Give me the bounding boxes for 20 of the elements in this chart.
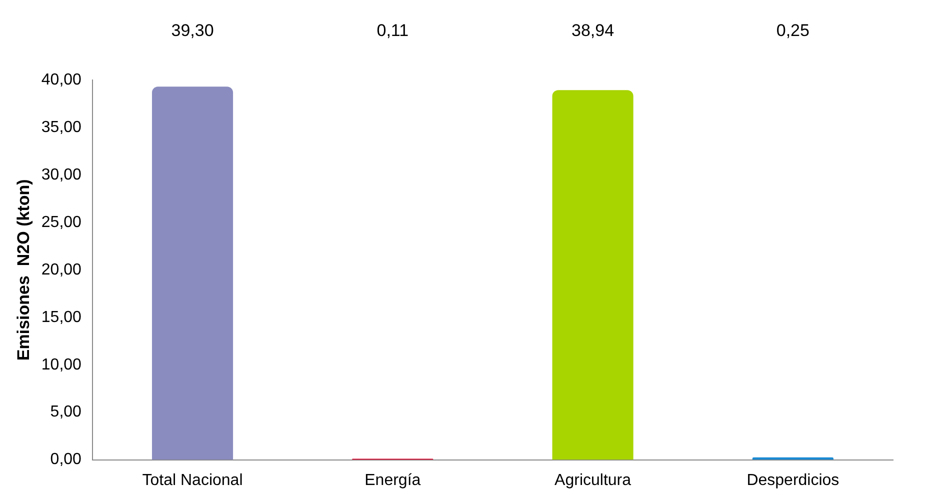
y-tick-label: 20,00	[41, 261, 82, 278]
bar	[152, 86, 234, 460]
y-tick-label: 40,00	[41, 71, 82, 88]
x-tick-label: Agricultura	[554, 472, 632, 489]
bar	[552, 90, 634, 460]
y-tick-label: 30,00	[41, 166, 82, 184]
y-tick-label: 25,00	[41, 214, 82, 231]
y-tick-label: 10,00	[41, 356, 82, 374]
y-axis-title: Emisiones N2O (kton)	[14, 179, 33, 361]
y-tick-label: 15,00	[41, 308, 82, 326]
data-label: 39,30	[171, 21, 214, 40]
y-tick-label: 0,00	[50, 451, 82, 468]
x-tick-label: Desperdicios	[746, 472, 840, 489]
x-tick-label: Energía	[364, 472, 421, 489]
x-tick-label: Total Nacional	[142, 472, 243, 489]
data-label: 0,11	[376, 21, 409, 40]
data-label: 0,25	[776, 21, 810, 40]
y-tick-label: 5,00	[50, 404, 82, 421]
y-tick-label: 35,00	[41, 118, 82, 136]
data-label: 38,94	[572, 21, 614, 40]
